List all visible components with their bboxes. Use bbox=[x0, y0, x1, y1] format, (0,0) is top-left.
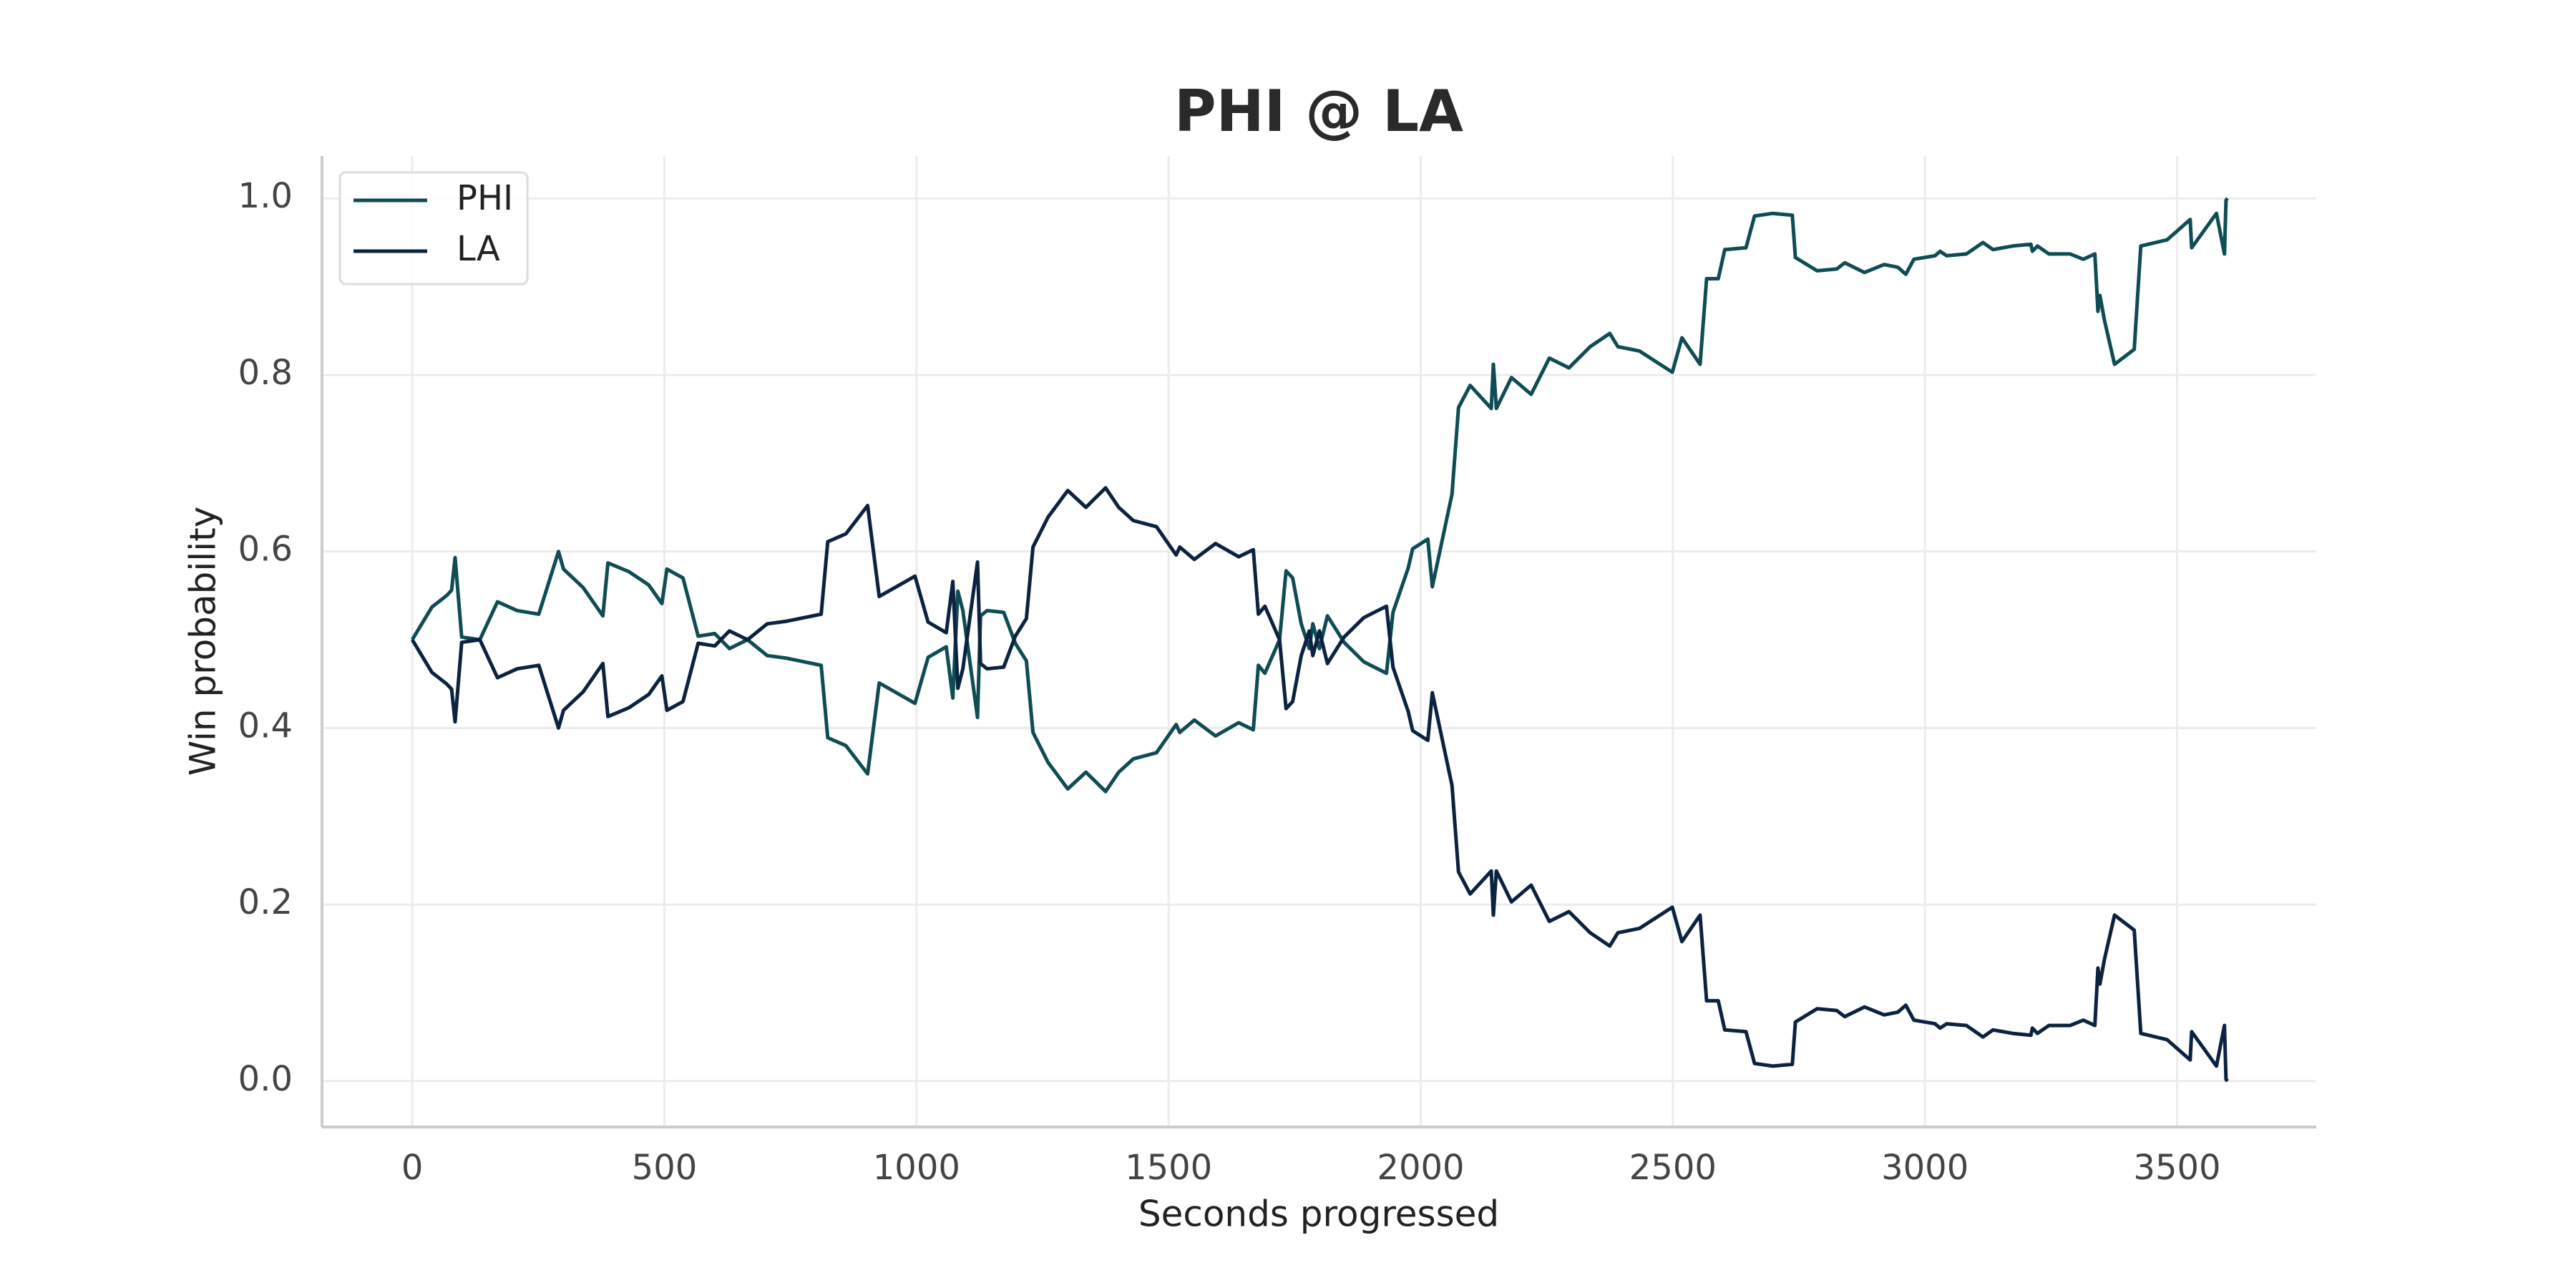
x-tick-label: 3500 bbox=[2133, 1148, 2220, 1188]
y-tick-label: 1.0 bbox=[238, 176, 293, 216]
legend-label: PHI bbox=[457, 178, 513, 218]
y-tick-label: 0.4 bbox=[238, 706, 293, 746]
y-tick-label: 0.2 bbox=[238, 882, 293, 922]
legend-label: LA bbox=[457, 229, 500, 269]
x-axis-label: Seconds progressed bbox=[1138, 1194, 1499, 1235]
x-tick-label: 1500 bbox=[1125, 1148, 1212, 1188]
x-tick-label: 3000 bbox=[1881, 1148, 1968, 1188]
x-tick-label: 2500 bbox=[1629, 1148, 1717, 1188]
x-tick-label: 2000 bbox=[1377, 1148, 1464, 1188]
x-tick-label: 500 bbox=[632, 1148, 698, 1188]
y-tick-label: 0.6 bbox=[238, 530, 293, 570]
y-tick-label: 0.8 bbox=[238, 353, 293, 393]
x-tick-label: 0 bbox=[401, 1148, 424, 1188]
series-line bbox=[410, 486, 2229, 1083]
x-tick-label: 1000 bbox=[873, 1148, 960, 1188]
chart-title: PHI @ LA bbox=[1174, 78, 1463, 145]
y-tick-label: 0.0 bbox=[238, 1059, 293, 1099]
y-axis-label: Win probability bbox=[182, 507, 224, 776]
series-line bbox=[410, 197, 2229, 794]
